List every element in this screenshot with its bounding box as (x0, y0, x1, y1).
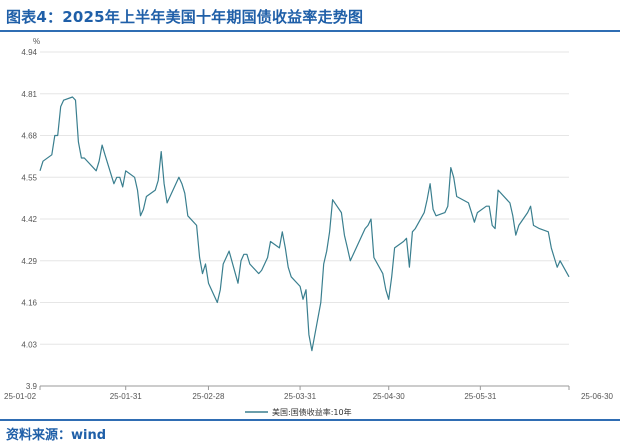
y-tick-label: 3.9 (26, 382, 38, 391)
x-tick-label: 25-04-30 (373, 392, 406, 401)
y-tick-label: 4.16 (21, 299, 37, 308)
x-tick-label: 25-06-30 (581, 392, 614, 401)
y-tick-label: 4.42 (21, 215, 37, 224)
series-line-us-10y (39, 96, 570, 352)
y-tick-label: 4.29 (21, 257, 37, 266)
footer-rule (0, 419, 620, 421)
title-rule (0, 30, 620, 32)
x-tick-labels: 25-01-02 25-01-31 25-02-28 25-03-31 25-04-30… (4, 386, 614, 401)
y-tick-label: 4.94 (21, 48, 37, 57)
x-tick-label: 25-03-31 (284, 392, 317, 401)
grid-lines (40, 51, 569, 345)
legend-label: 美国:国债收益率:10年 (272, 407, 352, 417)
y-tick-label: 4.55 (21, 173, 37, 182)
y-tick-label: 4.81 (21, 90, 37, 99)
y-tick-labels: 3.9 4.03 4.16 4.29 4.42 4.55 4.68 4.81 4.94 (21, 48, 37, 391)
x-tick-label: 25-05-31 (464, 392, 497, 401)
y-axis-unit: % (33, 37, 40, 46)
x-tick-label: 25-01-31 (110, 392, 143, 401)
y-tick-label: 4.68 (21, 132, 37, 141)
x-tick-label: 25-01-02 (4, 392, 37, 401)
page-title: 图表4：2025年上半年美国十年期国债收益率走势图 (6, 8, 364, 26)
x-tick-label: 25-02-28 (192, 392, 225, 401)
legend: 美国:国债收益率:10年 (245, 407, 352, 417)
y-tick-label: 4.03 (21, 340, 37, 349)
source-note: 资料来源：wind (6, 428, 107, 443)
